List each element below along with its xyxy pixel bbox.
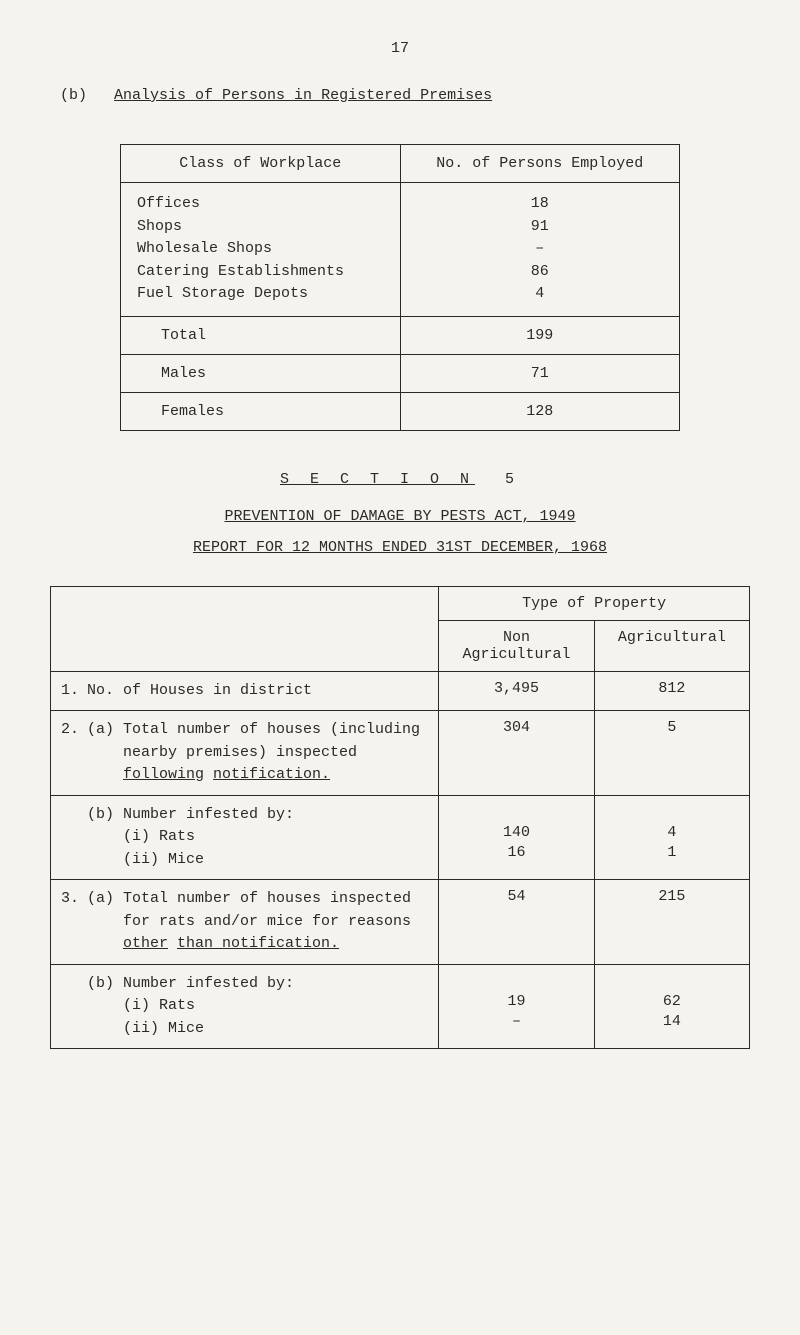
blank-header [51,586,439,671]
summary-row-males: Males 71 [121,354,680,392]
row2a-v2: 5 [594,711,749,796]
row-value: 18 [417,193,664,216]
row2b-v1: 140 16 [439,795,594,880]
val-i: 4 [605,823,739,843]
act-title: PREVENTION OF DAMAGE BY PESTS ACT, 1949 [50,508,750,525]
row-text: Total number of houses (including nearby… [123,719,428,787]
val-ii: – [449,1012,583,1032]
row1-desc: 1. No. of Houses in district [51,671,439,711]
text-part [204,766,213,783]
agri-header: Agricultural [594,620,749,671]
row2b-desc: (b) Number infested by: (i) Rats (ii) Mi… [51,795,439,880]
table-row: 2. (a) Total number of houses (including… [51,711,750,796]
text-part: Total number of houses (including nearby… [123,721,420,761]
summary-label: Total [121,316,401,354]
type-property-header: Type of Property [439,586,750,620]
val-i: 62 [605,992,739,1012]
val-i: 140 [449,823,583,843]
row3b-v2: 62 14 [594,964,749,1049]
row-number [61,804,87,827]
row3a-v1: 54 [439,880,594,965]
act-title-text: PREVENTION OF DAMAGE BY PESTS ACT, 1949 [224,508,575,525]
section-number: 5 [505,471,520,488]
text-part [168,935,177,952]
sub-item-i: (i) Rats [61,826,428,849]
row-label: Catering Establishments [137,261,384,284]
row-sub: (b) [87,973,123,996]
table-row: (b) Number infested by: (i) Rats (ii) Mi… [51,964,750,1049]
summary-value: 199 [400,316,680,354]
row-sub: (a) [87,888,123,956]
sub-item-ii: (ii) Mice [61,849,428,872]
row2b-v2: 4 1 [594,795,749,880]
row-text: Number infested by: [123,804,428,827]
row-number: 1. [61,680,87,703]
text-underline: following [123,766,204,783]
val-ii: 14 [605,1012,739,1032]
row3a-desc: 3. (a) Total number of houses inspected … [51,880,439,965]
row1-v1: 3,495 [439,671,594,711]
summary-label: Females [121,392,401,430]
table-data-rows: Offices Shops Wholesale Shops Catering E… [121,183,680,317]
summary-row-total: Total 199 [121,316,680,354]
row-sub: (b) [87,804,123,827]
row-label: Fuel Storage Depots [137,283,384,306]
section-b-heading: (b) Analysis of Persons in Registered Pr… [50,87,750,104]
row-label: Wholesale Shops [137,238,384,261]
workplace-labels: Offices Shops Wholesale Shops Catering E… [121,183,401,317]
sub-item-ii: (ii) Mice [61,1018,428,1041]
table-row: 3. (a) Total number of houses inspected … [51,880,750,965]
row-text: No. of Houses in district [87,680,428,703]
val-ii: 16 [449,843,583,863]
val-ii: 1 [605,843,739,863]
text-underline: notification. [213,766,330,783]
val-i: 19 [449,992,583,1012]
row-number: 3. [61,888,87,956]
row3b-v1: 19 – [439,964,594,1049]
row-value: – [417,238,664,261]
row-text: Number infested by: [123,973,428,996]
row-text: Total number of houses inspected for rat… [123,888,428,956]
row-number: 2. [61,719,87,787]
non-agri-header: Non Agricultural [439,620,594,671]
table-row: 1. No. of Houses in district 3,495 812 [51,671,750,711]
row2a-desc: 2. (a) Total number of houses (including… [51,711,439,796]
row1-v2: 812 [594,671,749,711]
row3b-desc: (b) Number infested by: (i) Rats (ii) Mi… [51,964,439,1049]
row-label: Shops [137,216,384,239]
section-b-label: (b) [60,87,87,104]
workplace-table: Class of Workplace No. of Persons Employ… [120,144,680,431]
text-part: Total number of houses inspected for rat… [123,890,411,930]
summary-row-females: Females 128 [121,392,680,430]
row3a-v2: 215 [594,880,749,965]
table-header-row: Class of Workplace No. of Persons Employ… [121,145,680,183]
section-word: S E C T I O N [280,471,475,488]
summary-label: Males [121,354,401,392]
section-5-heading: S E C T I O N 5 [50,471,750,488]
row-label: Offices [137,193,384,216]
col-header-persons: No. of Persons Employed [400,145,680,183]
text-underline: other [123,935,168,952]
row-number [61,973,87,996]
page-number: 17 [50,40,750,57]
table-row: (b) Number infested by: (i) Rats (ii) Mi… [51,795,750,880]
row-value: 4 [417,283,664,306]
pest-report-table: Type of Property Non Agricultural Agricu… [50,586,750,1050]
text-underline: than notification. [177,935,339,952]
row-sub: (a) [87,719,123,787]
summary-value: 71 [400,354,680,392]
report-period-text: REPORT FOR 12 MONTHS ENDED 31ST DECEMBER… [193,539,607,556]
workplace-values: 18 91 – 86 4 [400,183,680,317]
row-value: 86 [417,261,664,284]
header-row-1: Type of Property [51,586,750,620]
sub-item-i: (i) Rats [61,995,428,1018]
col-header-class: Class of Workplace [121,145,401,183]
row-value: 91 [417,216,664,239]
report-period: REPORT FOR 12 MONTHS ENDED 31ST DECEMBER… [50,539,750,556]
section-b-title: Analysis of Persons in Registered Premis… [114,87,492,104]
summary-value: 128 [400,392,680,430]
row2a-v1: 304 [439,711,594,796]
